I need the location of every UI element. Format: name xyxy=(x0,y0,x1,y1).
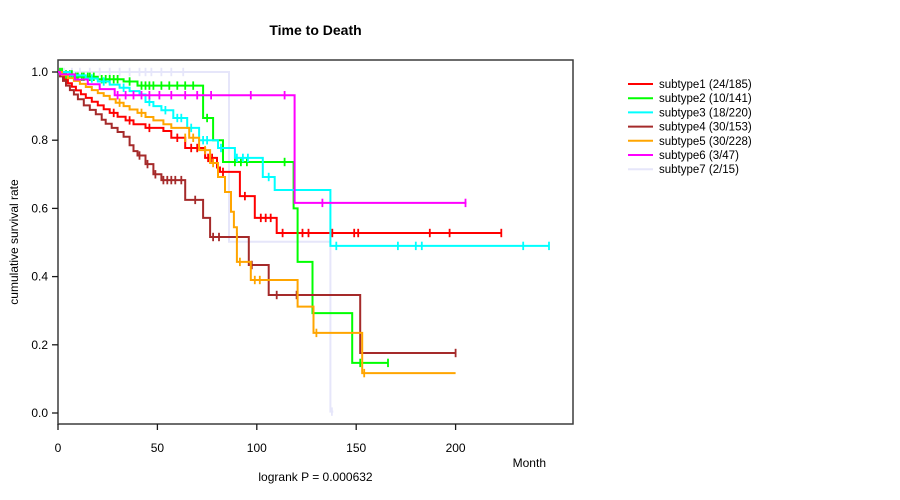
legend-label: subtype2 (10/141) xyxy=(659,93,752,105)
legend-item-subtype3: subtype3 (18/220) xyxy=(628,107,752,119)
legend-item-subtype2: subtype2 (10/141) xyxy=(628,93,752,105)
legend-item-subtype4: subtype4 (30/153) xyxy=(628,122,752,134)
km-curve xyxy=(58,71,388,364)
chart-title: Time to Death xyxy=(269,22,362,38)
km-series-subtype7 xyxy=(58,67,334,416)
legend-label: subtype5 (30/228) xyxy=(659,136,752,148)
logrank-p-annotation: logrank P = 0.000632 xyxy=(258,470,373,484)
x-axis-title: Month xyxy=(512,456,546,470)
legend-label: subtype6 (3/47) xyxy=(659,150,739,162)
km-curve xyxy=(58,71,334,413)
x-tick-label: 200 xyxy=(446,441,466,455)
km-curve xyxy=(58,71,456,375)
y-tick-label: 0.6 xyxy=(31,201,48,215)
x-tick-label: 100 xyxy=(247,441,267,455)
legend-label: subtype1 (24/185) xyxy=(659,79,752,91)
legend-item-subtype1: subtype1 (24/185) xyxy=(628,79,752,91)
km-curve xyxy=(58,71,467,204)
legend-item-subtype7: subtype7 (2/15) xyxy=(628,164,739,176)
km-curve xyxy=(58,71,456,354)
km-curve xyxy=(58,71,549,247)
km-series-subtype3 xyxy=(58,71,550,251)
km-curve xyxy=(58,71,502,234)
x-tick-label: 0 xyxy=(55,441,62,455)
x-tick-label: 150 xyxy=(346,441,366,455)
plot-frame xyxy=(57,59,574,425)
km-series-subtype6 xyxy=(58,71,467,208)
legend-label: subtype3 (18/220) xyxy=(659,107,752,119)
y-tick-label: 0.4 xyxy=(31,270,48,284)
y-axis: 0.0 0.2 0.4 0.6 0.8 1.0 xyxy=(31,65,58,420)
km-series-subtype5 xyxy=(58,71,456,378)
y-tick-label: 0.2 xyxy=(31,338,48,352)
km-series-subtype2 xyxy=(58,67,389,368)
km-series-subtype1 xyxy=(58,71,503,238)
y-tick-label: 0.0 xyxy=(31,406,48,420)
legend-item-subtype6: subtype6 (3/47) xyxy=(628,150,739,162)
legend-item-subtype5: subtype5 (30/228) xyxy=(628,136,752,148)
y-tick-label: 1.0 xyxy=(31,65,48,79)
x-axis: 0 50 100 150 200 xyxy=(55,424,466,455)
legend: subtype1 (24/185) subtype2 (10/141) subtyp… xyxy=(628,79,752,176)
legend-label: subtype7 (2/15) xyxy=(659,164,739,176)
y-tick-label: 0.8 xyxy=(31,133,48,147)
legend-label: subtype4 (30/153) xyxy=(659,122,752,134)
x-tick-label: 50 xyxy=(151,441,165,455)
